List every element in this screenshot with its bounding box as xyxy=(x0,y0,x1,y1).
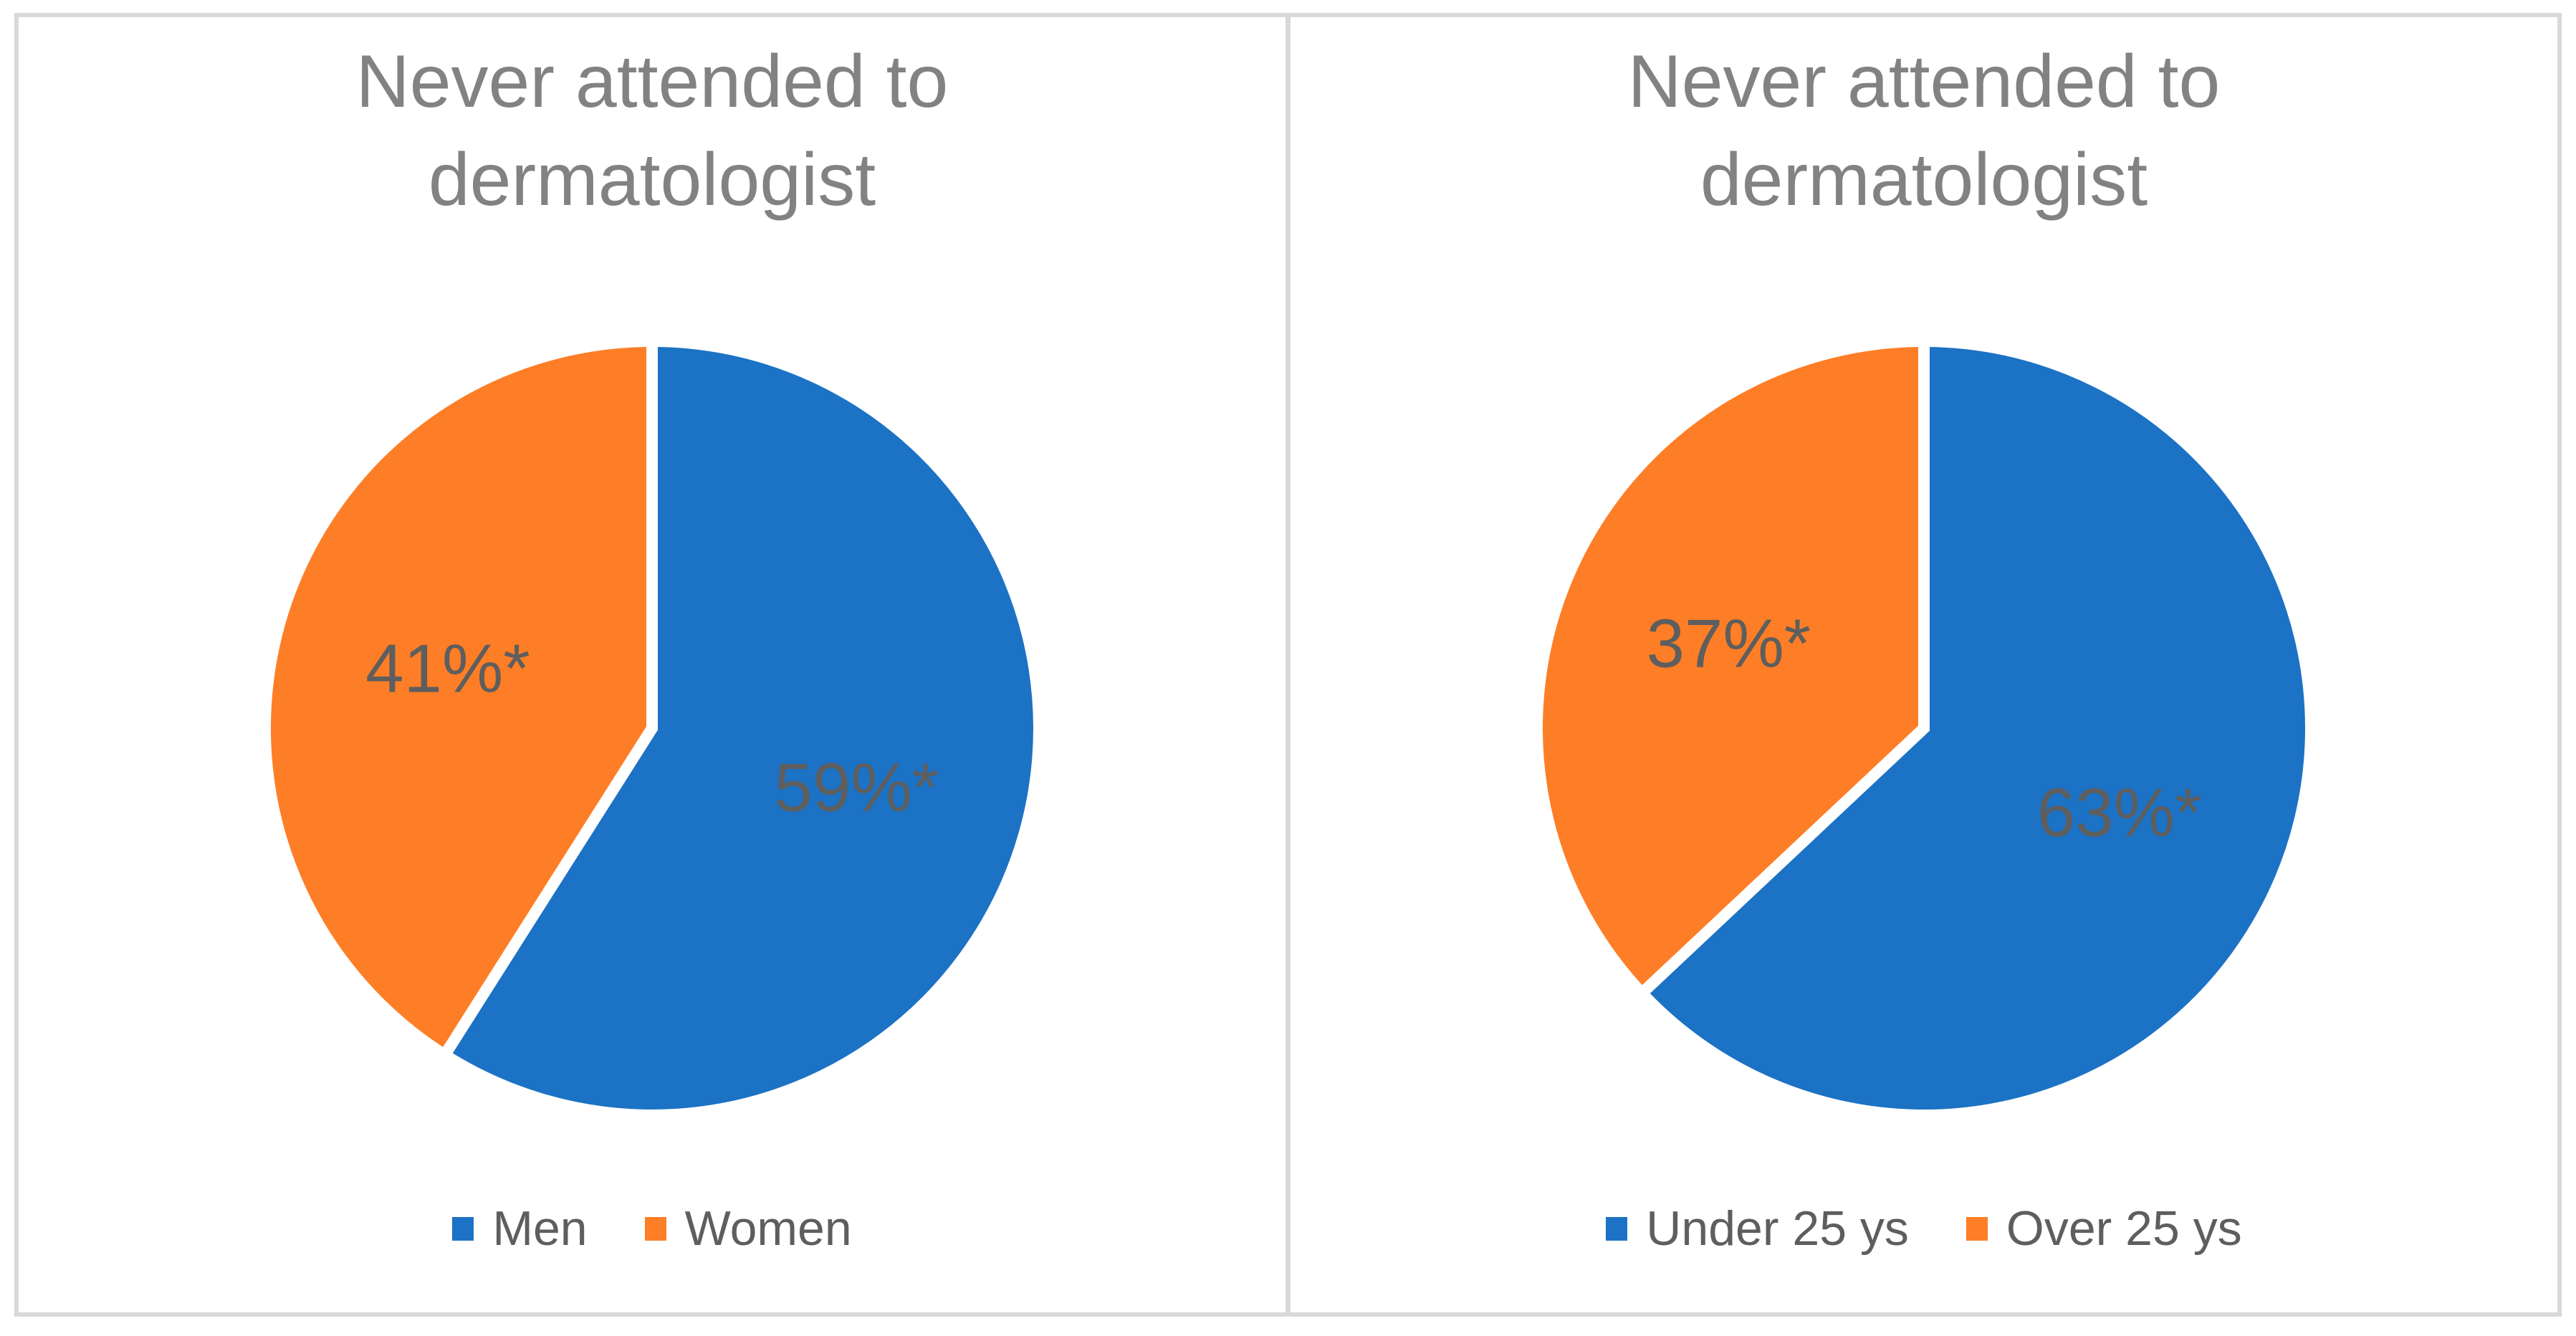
slice-value-label: 37%* xyxy=(1647,606,1811,682)
slice-value-label: 63%* xyxy=(2037,775,2202,851)
pie-slice-under-25-ys xyxy=(1634,335,2317,1121)
chart-title: Never attended to dermatologist xyxy=(355,40,949,222)
legend-gender: Men Women xyxy=(19,1201,1285,1256)
legend-age: Under 25 ys Over 25 ys xyxy=(1291,1201,2557,1256)
legend-label-over-25: Over 25 ys xyxy=(2006,1201,2242,1256)
legend-label-women: Women xyxy=(684,1201,852,1256)
slice-value-label: 59%* xyxy=(774,749,939,826)
pie-chart-age: 63%* 37%* xyxy=(1531,335,2317,1121)
legend-item-women: Women xyxy=(644,1201,852,1256)
legend-marker-women xyxy=(644,1216,666,1241)
pie-slice-women xyxy=(259,335,658,1063)
legend-marker-men xyxy=(452,1216,474,1241)
pie-slice-men xyxy=(436,335,1045,1121)
legend-item-under-25: Under 25 ys xyxy=(1606,1201,1909,1256)
pie-slice-over-25-ys xyxy=(1531,335,1930,1001)
chart-panel-gender: Never attended to dermatologist 59%* 41%*… xyxy=(19,17,1285,1312)
chart-panel-age: Never attended to dermatologist 63%* 37%*… xyxy=(1285,17,2557,1312)
legend-label-under-25: Under 25 ys xyxy=(1646,1201,1909,1256)
figure-frame: Never attended to dermatologist 59%* 41%*… xyxy=(14,13,2562,1317)
legend-marker-under-25 xyxy=(1606,1216,1628,1241)
legend-item-men: Men xyxy=(452,1201,588,1256)
legend-marker-over-25 xyxy=(1965,1216,1988,1241)
pie-chart-gender: 59%* 41%* xyxy=(259,335,1045,1121)
chart-title: Never attended to dermatologist xyxy=(1627,40,2221,222)
legend-item-over-25: Over 25 ys xyxy=(1965,1201,2242,1256)
legend-label-men: Men xyxy=(492,1201,588,1256)
slice-value-label: 41%* xyxy=(365,631,530,707)
